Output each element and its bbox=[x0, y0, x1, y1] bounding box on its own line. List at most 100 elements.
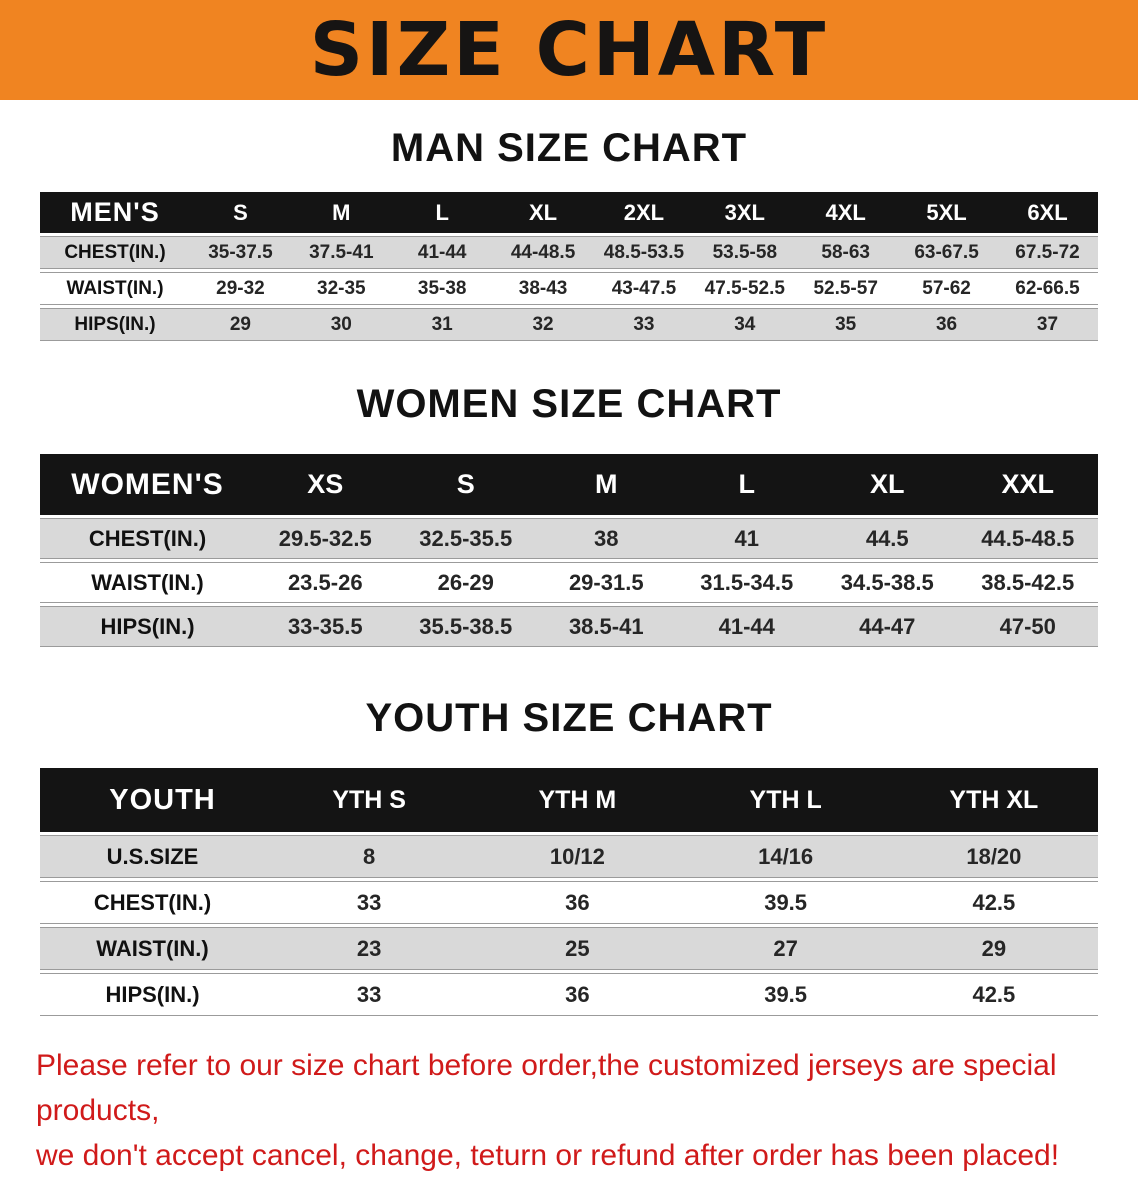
cell: 58-63 bbox=[795, 236, 897, 269]
women-table-title: WOMEN'S bbox=[40, 454, 255, 515]
cell: 34 bbox=[694, 308, 796, 341]
cell: 35-38 bbox=[391, 272, 493, 305]
men-chest-row: CHEST(IN.) 35-37.5 37.5-41 41-44 44-48.5… bbox=[40, 236, 1098, 269]
cell: 44.5 bbox=[817, 518, 958, 559]
row-label: WAIST(IN.) bbox=[40, 927, 265, 970]
men-size-header: 5XL bbox=[896, 192, 997, 233]
row-label: WAIST(IN.) bbox=[40, 562, 255, 603]
cell: 36 bbox=[896, 308, 997, 341]
men-table-header-row: MEN'S S M L XL 2XL 3XL 4XL 5XL 6XL bbox=[40, 192, 1098, 233]
cell: 62-66.5 bbox=[997, 272, 1098, 305]
cell: 41-44 bbox=[676, 606, 817, 647]
cell: 31.5-34.5 bbox=[676, 562, 817, 603]
cell: 44.5-48.5 bbox=[957, 518, 1098, 559]
cell: 29 bbox=[190, 308, 291, 341]
women-size-header: L bbox=[676, 454, 817, 515]
cell: 33 bbox=[265, 881, 474, 924]
youth-size-header: YTH L bbox=[681, 768, 890, 832]
cell: 18/20 bbox=[889, 835, 1098, 878]
youth-size-header: YTH XL bbox=[889, 768, 1098, 832]
youth-section-heading: YOUTH SIZE CHART bbox=[365, 696, 773, 740]
cell: 33 bbox=[265, 973, 474, 1016]
cell: 42.5 bbox=[889, 881, 1098, 924]
cell: 37.5-41 bbox=[290, 236, 392, 269]
footer-note-line1: Please refer to our size chart before or… bbox=[36, 1049, 1057, 1127]
youth-size-header: YTH M bbox=[473, 768, 682, 832]
men-waist-row: WAIST(IN.) 29-32 32-35 35-38 38-43 43-47… bbox=[40, 272, 1098, 305]
youth-size-table: YOUTH YTH S YTH M YTH L YTH XL U.S.SIZE … bbox=[40, 765, 1098, 1019]
women-chest-row: CHEST(IN.) 29.5-32.5 32.5-35.5 38 41 44.… bbox=[40, 518, 1098, 559]
cell: 38-43 bbox=[492, 272, 594, 305]
men-size-header: 6XL bbox=[997, 192, 1098, 233]
cell: 31 bbox=[391, 308, 493, 341]
men-size-header: 4XL bbox=[795, 192, 897, 233]
cell: 29-31.5 bbox=[536, 562, 677, 603]
cell: 35 bbox=[795, 308, 897, 341]
men-section-heading: MAN SIZE CHART bbox=[390, 126, 748, 170]
cell: 36 bbox=[473, 973, 682, 1016]
footer-note-line2: we don't accept cancel, change, teturn o… bbox=[36, 1139, 1060, 1172]
footer-note: Please refer to our size chart before or… bbox=[36, 1043, 1102, 1178]
cell: 23 bbox=[265, 927, 474, 970]
men-table-title: MEN'S bbox=[40, 192, 190, 233]
women-waist-row: WAIST(IN.) 23.5-26 26-29 29-31.5 31.5-34… bbox=[40, 562, 1098, 603]
youth-table-title: YOUTH bbox=[40, 768, 265, 832]
women-size-header: S bbox=[395, 454, 536, 515]
women-hips-row: HIPS(IN.) 33-35.5 35.5-38.5 38.5-41 41-4… bbox=[40, 606, 1098, 647]
men-hips-row: HIPS(IN.) 29 30 31 32 33 34 35 36 37 bbox=[40, 308, 1098, 341]
cell: 44-47 bbox=[817, 606, 958, 647]
cell: 48.5-53.5 bbox=[593, 236, 695, 269]
cell: 38 bbox=[536, 518, 677, 559]
cell: 29.5-32.5 bbox=[255, 518, 396, 559]
cell: 14/16 bbox=[681, 835, 890, 878]
cell: 32-35 bbox=[290, 272, 392, 305]
men-size-header: M bbox=[290, 192, 392, 233]
row-label: HIPS(IN.) bbox=[40, 973, 265, 1016]
cell: 10/12 bbox=[473, 835, 682, 878]
cell: 47-50 bbox=[957, 606, 1098, 647]
cell: 39.5 bbox=[681, 973, 890, 1016]
cell: 42.5 bbox=[889, 973, 1098, 1016]
men-size-header: 3XL bbox=[694, 192, 796, 233]
cell: 52.5-57 bbox=[795, 272, 897, 305]
row-label: WAIST(IN.) bbox=[40, 272, 190, 305]
cell: 8 bbox=[265, 835, 474, 878]
women-size-header: XL bbox=[817, 454, 958, 515]
cell: 25 bbox=[473, 927, 682, 970]
cell: 63-67.5 bbox=[896, 236, 997, 269]
row-label: U.S.SIZE bbox=[40, 835, 265, 878]
cell: 33 bbox=[593, 308, 695, 341]
cell: 37 bbox=[997, 308, 1098, 341]
youth-chest-row: CHEST(IN.) 33 36 39.5 42.5 bbox=[40, 881, 1098, 924]
youth-hips-row: HIPS(IN.) 33 36 39.5 42.5 bbox=[40, 973, 1098, 1016]
men-size-table: MEN'S S M L XL 2XL 3XL 4XL 5XL 6XL CHEST… bbox=[40, 189, 1098, 344]
cell: 34.5-38.5 bbox=[817, 562, 958, 603]
cell: 35.5-38.5 bbox=[395, 606, 536, 647]
cell: 53.5-58 bbox=[694, 236, 796, 269]
cell: 33-35.5 bbox=[255, 606, 396, 647]
cell: 26-29 bbox=[395, 562, 536, 603]
women-section-heading: WOMEN SIZE CHART bbox=[356, 382, 782, 426]
youth-table-header-row: YOUTH YTH S YTH M YTH L YTH XL bbox=[40, 768, 1098, 832]
youth-waist-row: WAIST(IN.) 23 25 27 29 bbox=[40, 927, 1098, 970]
cell: 57-62 bbox=[896, 272, 997, 305]
row-label: HIPS(IN.) bbox=[40, 606, 255, 647]
cell: 35-37.5 bbox=[190, 236, 291, 269]
cell: 36 bbox=[473, 881, 682, 924]
cell: 44-48.5 bbox=[492, 236, 594, 269]
row-label: CHEST(IN.) bbox=[40, 881, 265, 924]
women-table-header-row: WOMEN'S XS S M L XL XXL bbox=[40, 454, 1098, 515]
cell: 38.5-42.5 bbox=[957, 562, 1098, 603]
men-size-header: 2XL bbox=[593, 192, 695, 233]
cell: 30 bbox=[290, 308, 392, 341]
women-size-header: M bbox=[536, 454, 677, 515]
cell: 41-44 bbox=[391, 236, 493, 269]
cell: 47.5-52.5 bbox=[694, 272, 796, 305]
row-label: HIPS(IN.) bbox=[40, 308, 190, 341]
women-size-header: XXL bbox=[957, 454, 1098, 515]
cell: 41 bbox=[676, 518, 817, 559]
cell: 23.5-26 bbox=[255, 562, 396, 603]
row-label: CHEST(IN.) bbox=[40, 236, 190, 269]
women-size-header: XS bbox=[255, 454, 396, 515]
cell: 32.5-35.5 bbox=[395, 518, 536, 559]
